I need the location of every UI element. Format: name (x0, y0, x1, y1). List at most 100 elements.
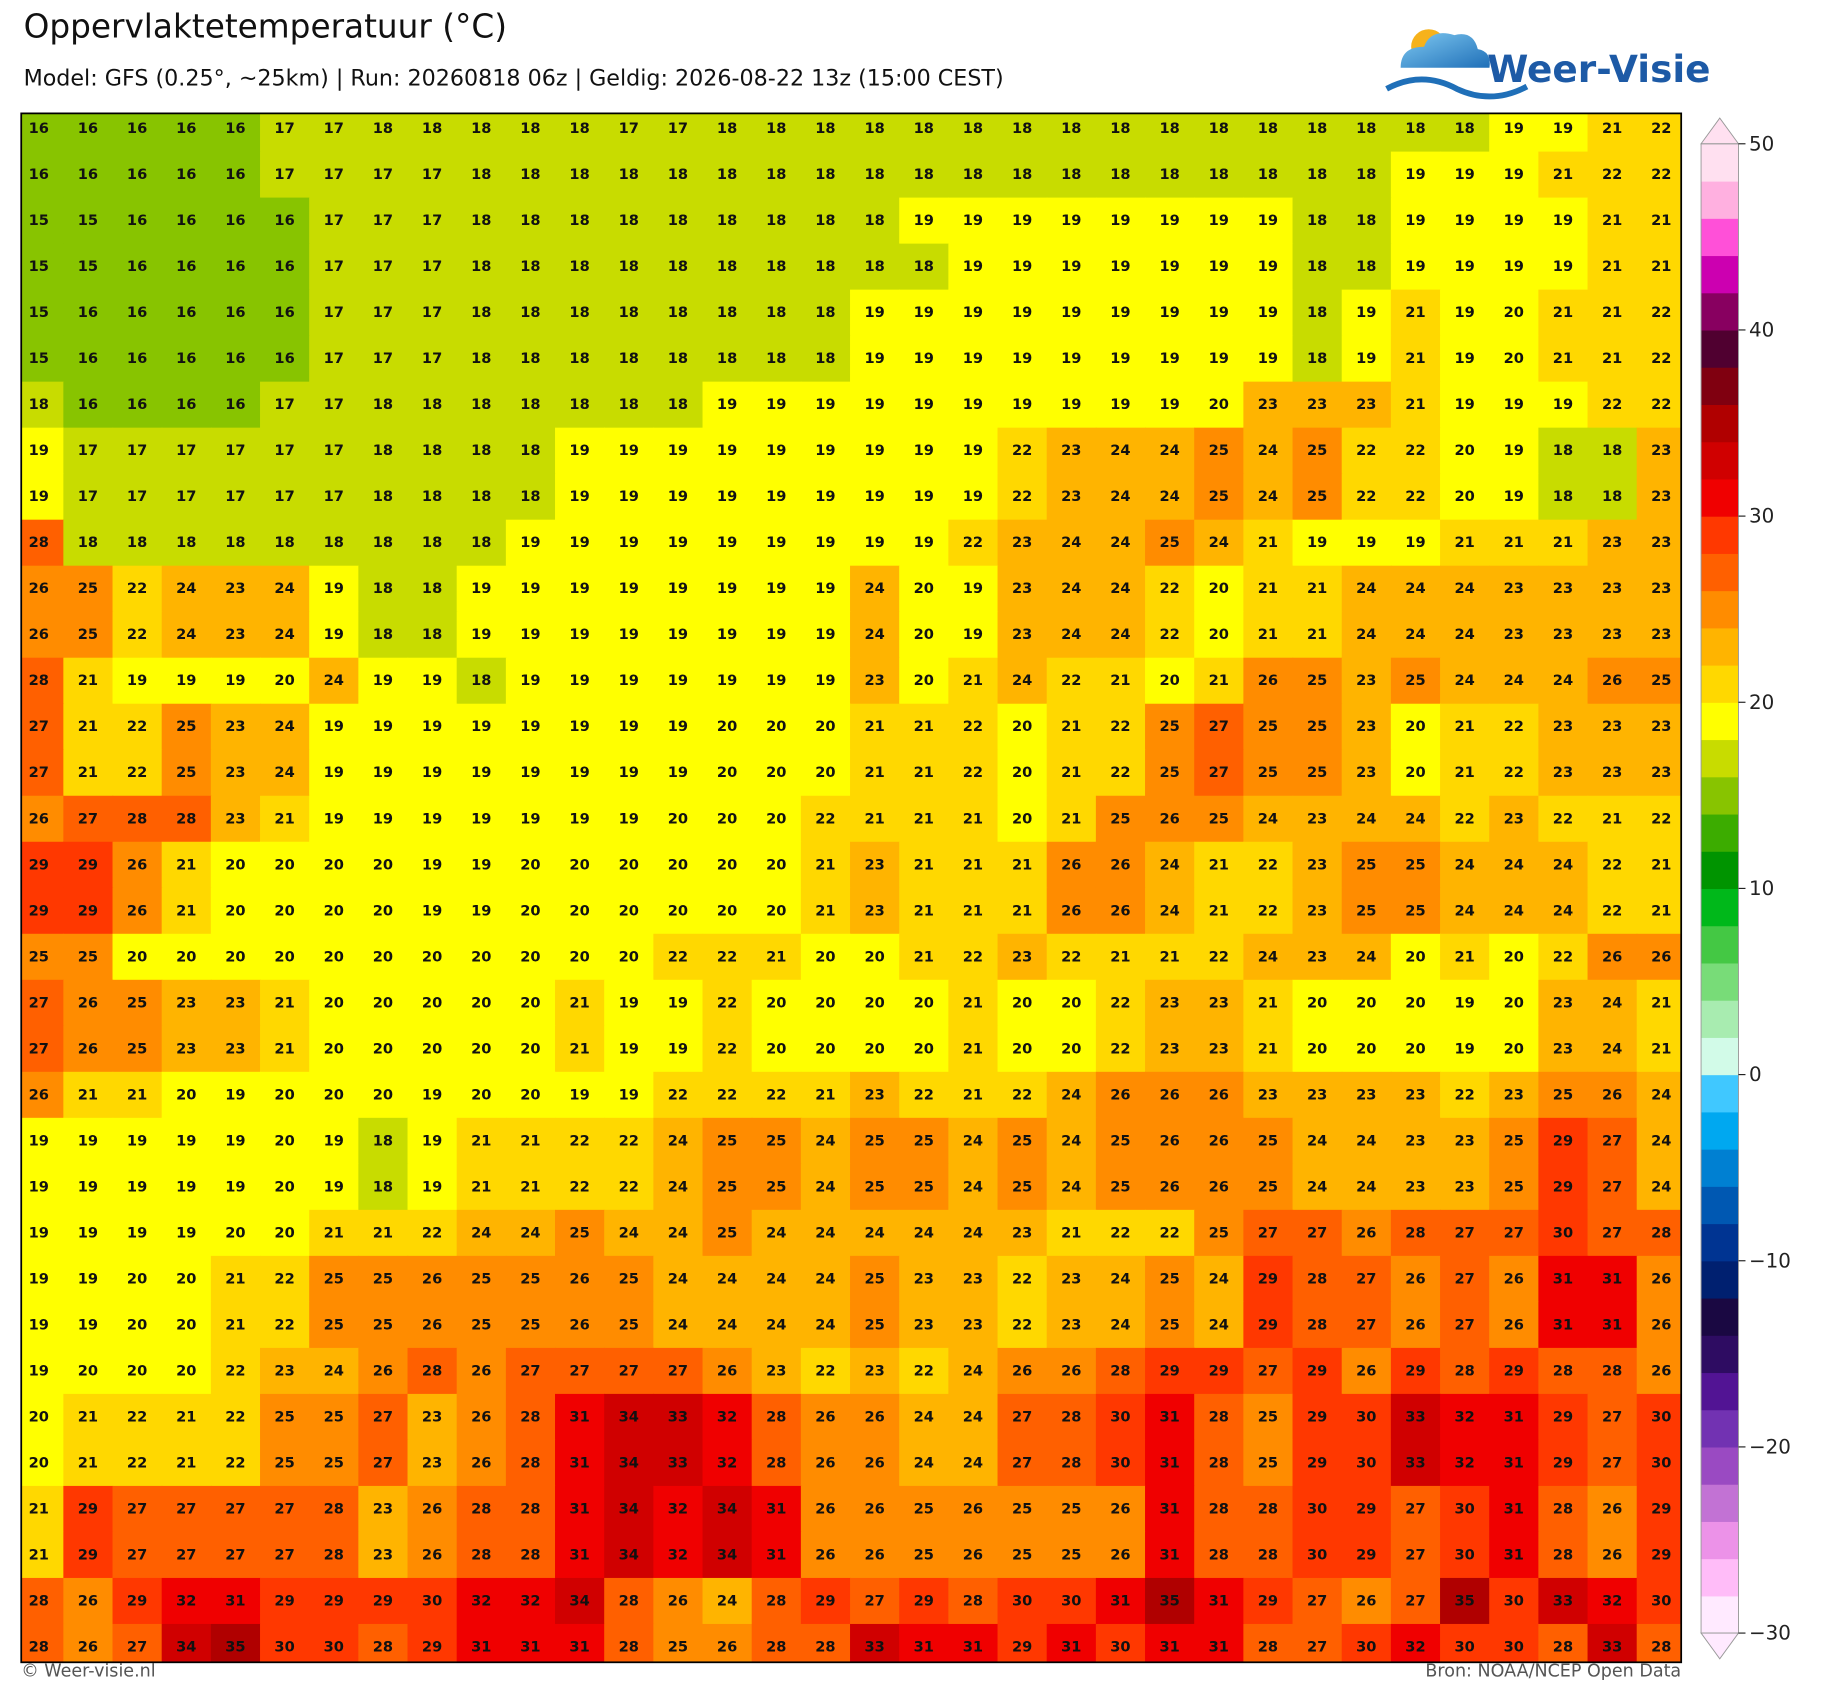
grid-cell (1489, 113, 1540, 153)
grid-value: 31 (569, 1500, 589, 1517)
grid-value: 15 (29, 258, 49, 275)
grid-value: 27 (1405, 1500, 1425, 1517)
grid-value: 20 (1504, 948, 1524, 965)
grid-cell (63, 1439, 114, 1487)
grid-value: 19 (619, 672, 639, 689)
grid-cell (604, 565, 655, 613)
grid-cell (1636, 749, 1682, 797)
grid-value: 19 (963, 580, 983, 597)
grid-value: 23 (1209, 994, 1229, 1011)
grid-value: 32 (1405, 1638, 1425, 1655)
grid-value: 24 (1454, 902, 1474, 919)
grid-value: 19 (815, 534, 835, 551)
grid-value: 19 (373, 718, 393, 735)
grid-cell (850, 933, 900, 981)
grid-value: 27 (1602, 1454, 1622, 1471)
grid-value: 18 (471, 166, 491, 183)
grid-cell (1194, 289, 1245, 337)
grid-value: 28 (324, 1500, 344, 1517)
grid-value: 27 (225, 1500, 245, 1517)
grid-value: 16 (78, 166, 98, 183)
grid-value: 29 (1504, 1362, 1524, 1379)
grid-cell (1145, 1071, 1195, 1119)
grid-cell (112, 1255, 163, 1303)
grid-value: 28 (1553, 1638, 1573, 1655)
grid-value: 19 (1258, 350, 1278, 367)
grid-cell (1440, 335, 1490, 383)
grid-cell (161, 565, 212, 613)
grid-cell (1292, 565, 1343, 613)
grid-cell (1243, 749, 1294, 797)
grid-value: 19 (569, 580, 589, 597)
grid-value: 33 (668, 1454, 688, 1471)
grid-cell (604, 1623, 655, 1663)
grid-value: 21 (1651, 902, 1671, 919)
grid-value: 25 (1307, 488, 1327, 505)
grid-cell (1636, 795, 1682, 843)
grid-cell (1341, 1117, 1392, 1165)
grid-value: 17 (324, 304, 344, 321)
grid-value: 24 (1110, 580, 1130, 597)
grid-value: 28 (176, 810, 196, 827)
grid-cell (1538, 1025, 1589, 1073)
grid-cell (1538, 749, 1589, 797)
grid-value: 28 (963, 1592, 983, 1609)
grid-value: 21 (78, 764, 98, 781)
grid-cell (456, 197, 507, 245)
grid-value: 20 (1405, 1040, 1425, 1057)
grid-value: 20 (1209, 580, 1229, 597)
grid-value: 16 (78, 396, 98, 413)
grid-value: 19 (1110, 212, 1130, 229)
grid-value: 20 (324, 902, 344, 919)
grid-value: 23 (1012, 948, 1032, 965)
grid-value: 23 (1553, 626, 1573, 643)
grid-value: 24 (864, 1224, 884, 1241)
grid-cell (309, 933, 360, 981)
grid-cell (1243, 151, 1294, 199)
grid-value: 15 (78, 258, 98, 275)
grid-value: 19 (29, 1270, 49, 1287)
grid-cell (1046, 335, 1097, 383)
grid-cell (850, 1117, 900, 1165)
grid-value: 26 (29, 1086, 49, 1103)
grid-value: 19 (1504, 442, 1524, 459)
grid-value: 22 (127, 764, 147, 781)
grid-value: 26 (78, 1040, 98, 1057)
grid-cell (456, 841, 507, 889)
grid-cell (63, 1163, 114, 1211)
grid-cell (21, 197, 65, 245)
grid-value: 25 (668, 1638, 688, 1655)
grid-cell (1341, 1393, 1392, 1441)
grid-cell (21, 1531, 65, 1579)
grid-value: 26 (1602, 1086, 1622, 1103)
grid-cell (555, 1347, 605, 1395)
grid-value: 20 (619, 948, 639, 965)
grid-cell (1636, 841, 1682, 889)
grid-value: 17 (274, 488, 294, 505)
colorbar-segment (1701, 1111, 1739, 1150)
grid-value: 24 (274, 764, 294, 781)
grid-value: 23 (1012, 626, 1032, 643)
grid-value: 19 (1110, 258, 1130, 275)
grid-value: 23 (1356, 1086, 1376, 1103)
grid-cell (1341, 197, 1392, 245)
grid-cell (948, 887, 999, 935)
grid-value: 20 (1405, 994, 1425, 1011)
grid-cell (1538, 1117, 1589, 1165)
grid-cell (1194, 1301, 1245, 1349)
grid-value: 17 (373, 304, 393, 321)
grid-value: 26 (1258, 672, 1278, 689)
grid-cell (1095, 565, 1146, 613)
grid-cell (751, 1255, 802, 1303)
grid-cell (456, 1255, 507, 1303)
grid-value: 32 (520, 1592, 540, 1609)
grid-value: 18 (1307, 350, 1327, 367)
grid-value: 25 (766, 1132, 786, 1149)
grid-cell (260, 151, 310, 199)
grid-value: 20 (78, 1362, 98, 1379)
grid-cell (997, 657, 1048, 705)
grid-cell (899, 113, 950, 153)
grid-value: 23 (1651, 580, 1671, 597)
grid-cell (1489, 1485, 1540, 1533)
grid-value: 19 (569, 442, 589, 459)
